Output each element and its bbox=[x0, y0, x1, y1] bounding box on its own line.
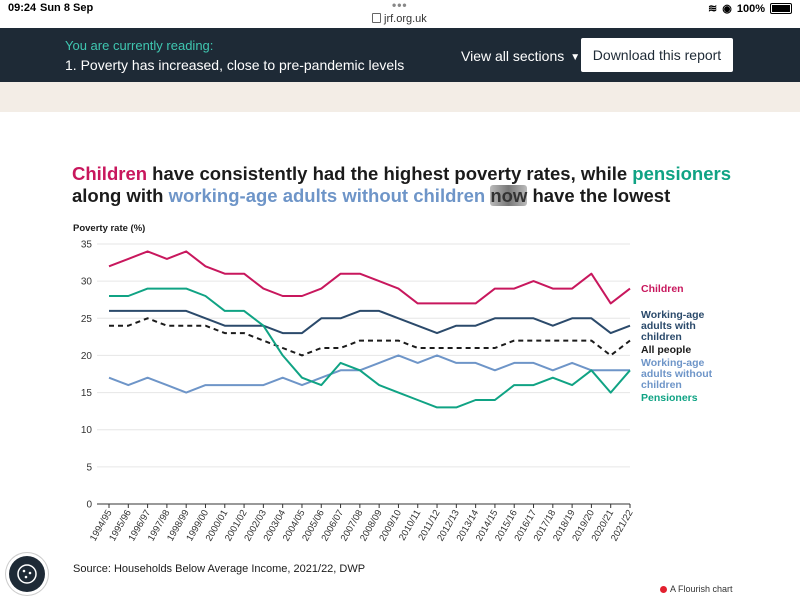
y-tick-label: 30 bbox=[81, 277, 93, 288]
status-date: Sun 8 Sep bbox=[40, 2, 94, 14]
headline-text-2: along with bbox=[72, 185, 169, 206]
y-tick-label: 10 bbox=[81, 425, 93, 436]
y-tick-label: 15 bbox=[81, 388, 93, 399]
more-dots-icon[interactable]: ••• bbox=[392, 0, 408, 12]
flourish-logo-icon bbox=[660, 586, 667, 593]
headline-children: Children bbox=[72, 163, 148, 184]
end-label: Children bbox=[641, 283, 684, 295]
end-label: All people bbox=[641, 344, 691, 356]
headline-now: now bbox=[490, 185, 528, 206]
view-sections-dropdown[interactable]: View all sections ▼ bbox=[461, 48, 580, 64]
caret-down-icon: ▼ bbox=[570, 52, 581, 63]
status-time: 09:24 bbox=[8, 2, 37, 14]
series-line-working-age-adults-without-children bbox=[108, 354, 630, 394]
source-note: Source: Households Below Average Income,… bbox=[73, 563, 366, 575]
end-label: children bbox=[641, 379, 682, 391]
headline-working-age: working-age adults without children bbox=[168, 185, 486, 206]
beige-strip bbox=[0, 82, 800, 112]
series-line-working-age-adults-with-children bbox=[109, 309, 631, 335]
y-tick-label: 5 bbox=[86, 462, 92, 473]
y-axis-label: Poverty rate (%) bbox=[73, 223, 146, 234]
y-tick-label: 35 bbox=[81, 240, 93, 251]
reading-label: You are currently reading: bbox=[65, 38, 214, 53]
series-line-all-people bbox=[109, 317, 631, 357]
url-text: jrf.org.uk bbox=[384, 13, 427, 25]
battery-percent: 100% bbox=[736, 2, 765, 15]
end-label: adults without bbox=[641, 368, 713, 380]
view-sections-label: View all sections bbox=[461, 48, 565, 64]
cookie-icon bbox=[17, 564, 37, 584]
end-label: Working-age bbox=[641, 357, 705, 369]
flourish-credit[interactable]: A Flourish chart bbox=[660, 584, 733, 594]
end-label: Pensioners bbox=[641, 392, 698, 404]
headline-text-1: have consistently had the highest povert… bbox=[147, 163, 633, 184]
address-bar[interactable]: jrf.org.uk bbox=[372, 13, 427, 25]
series-line-pensioners bbox=[109, 287, 631, 409]
reading-bar: You are currently reading: 1. Poverty ha… bbox=[0, 28, 800, 82]
headline-text-4: have the lowest bbox=[527, 185, 671, 206]
y-tick-label: 0 bbox=[86, 500, 92, 511]
headline-pensioners: pensioners bbox=[632, 163, 731, 184]
status-bar: 09:24 Sun 8 Sep ••• jrf.org.uk ≋ ◉ 100% bbox=[0, 0, 800, 28]
flourish-credit-text: A Flourish chart bbox=[670, 584, 733, 594]
y-tick-label: 25 bbox=[81, 314, 93, 325]
series-line-children bbox=[108, 250, 631, 305]
chart-headline: Children have consistently had the highe… bbox=[72, 163, 752, 207]
y-tick-label: 20 bbox=[81, 351, 93, 362]
battery-icon bbox=[770, 3, 792, 14]
lock-icon bbox=[372, 13, 381, 23]
status-right: ≋ ◉ 100% bbox=[708, 2, 792, 15]
download-report-button[interactable]: Download this report bbox=[581, 38, 733, 72]
end-label: adults with bbox=[641, 320, 696, 332]
cookie-settings-button[interactable] bbox=[9, 556, 45, 592]
end-label: children bbox=[641, 331, 682, 343]
end-label: Working-age bbox=[641, 309, 705, 321]
current-section: 1. Poverty has increased, close to pre-p… bbox=[65, 57, 405, 73]
wifi-icon: ≋ bbox=[708, 3, 718, 15]
focus-icon: ◉ bbox=[722, 3, 732, 15]
